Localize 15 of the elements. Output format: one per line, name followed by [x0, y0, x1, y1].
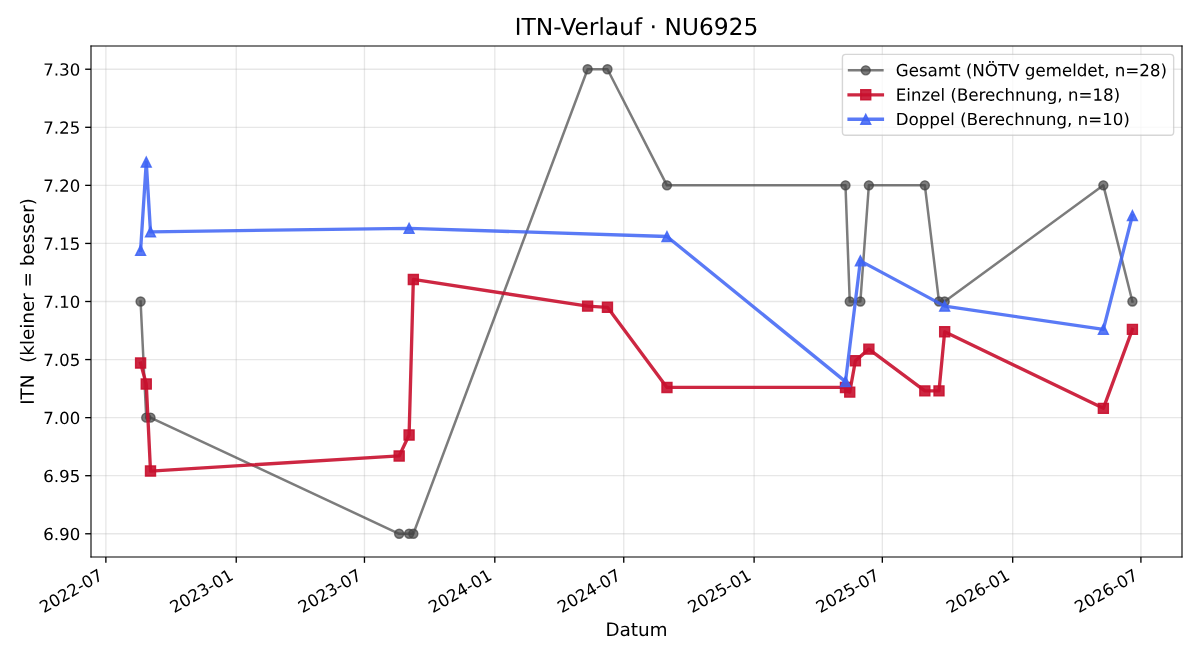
- y-tick-label: 7.30: [44, 63, 80, 76]
- y-tick-label: 7.25: [44, 121, 79, 134]
- y-tick-label: 7.15: [44, 237, 79, 250]
- y-tick-label: 6.90: [44, 527, 80, 541]
- y-tick-label: 7.00: [44, 411, 80, 425]
- y-axis-title: ITN (kleiner = besser): [19, 199, 37, 404]
- chart-title: ITN-Verlauf · NU6925: [516, 17, 757, 36]
- y-tick-label: 7.05: [44, 353, 79, 367]
- x-axis-title: Datum: [607, 622, 666, 637]
- legend-label: Einzel (Berechnung, n=18): [897, 87, 1119, 105]
- legend-label: Gesamt (NÖTV gemeldet, n=28): [896, 61, 1166, 80]
- y-tick-label: 7.20: [44, 179, 80, 192]
- y-tick-label: 6.95: [44, 469, 79, 483]
- legend-label: Doppel (Berechnung, n=10): [897, 112, 1129, 129]
- y-tick-label: 7.10: [44, 295, 80, 309]
